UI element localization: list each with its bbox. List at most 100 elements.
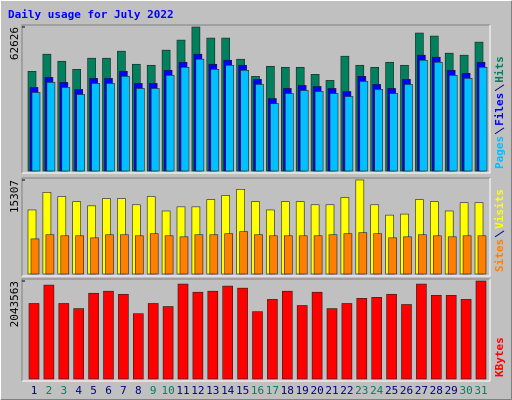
bar	[133, 313, 144, 380]
bar	[75, 235, 84, 275]
x-tick-label: 8	[135, 384, 142, 397]
bar	[344, 96, 354, 172]
bar	[164, 235, 174, 275]
bar	[121, 76, 130, 172]
legend-separator	[494, 127, 505, 135]
x-tick-label: 21	[325, 384, 338, 397]
x-tick-label: 15	[236, 384, 249, 397]
y-tick-label: 2043563	[8, 281, 21, 327]
bar	[298, 235, 308, 275]
bar	[311, 291, 323, 380]
x-tick-label: 22	[340, 384, 353, 397]
bar	[359, 81, 369, 172]
bar	[299, 90, 309, 172]
bar	[135, 235, 144, 275]
bar	[462, 235, 472, 275]
bar	[460, 299, 472, 380]
bar	[150, 88, 160, 172]
bar	[225, 64, 234, 172]
bar	[46, 82, 56, 172]
bar	[210, 69, 220, 172]
bar	[239, 231, 248, 275]
panel-bevel	[21, 177, 490, 276]
bar	[43, 284, 55, 380]
x-tick-label: 19	[296, 384, 309, 397]
x-tick-label: 4	[75, 384, 82, 397]
bar	[30, 238, 40, 275]
bar	[105, 234, 114, 275]
legend-entry: KBytes	[493, 337, 506, 377]
bar	[45, 234, 55, 275]
bar	[343, 233, 353, 275]
x-tick-label: 5	[90, 384, 97, 397]
bar	[356, 298, 368, 380]
bar	[90, 237, 99, 275]
x-tick-label: 1	[31, 384, 38, 397]
bar	[179, 236, 189, 275]
y-tick-label: 62626	[8, 27, 21, 60]
panel-bevel	[22, 279, 491, 382]
bar	[358, 232, 368, 275]
bar	[404, 84, 413, 172]
bar	[237, 287, 248, 380]
bar	[416, 283, 427, 380]
bar	[389, 93, 398, 172]
bar	[401, 304, 412, 380]
bar	[403, 236, 412, 275]
bar	[267, 299, 278, 380]
legend-entry: Visits	[493, 189, 506, 229]
x-tick-label: 2	[46, 384, 53, 397]
bar	[326, 308, 338, 380]
bar	[60, 235, 70, 275]
x-tick-label: 16	[251, 384, 264, 397]
chart-title: Daily usage for July 2022	[8, 8, 174, 21]
legend-entry: Files	[493, 93, 506, 126]
x-tick-label: 7	[120, 384, 127, 397]
bar	[254, 234, 263, 275]
x-tick-label: 20	[310, 384, 323, 397]
bar	[162, 306, 174, 380]
bar	[31, 92, 41, 172]
x-tick-label: 18	[281, 384, 294, 397]
bar	[477, 235, 487, 275]
bar	[430, 294, 442, 380]
bar	[371, 297, 383, 380]
bar	[386, 293, 397, 380]
bar	[207, 290, 219, 380]
bar	[192, 291, 204, 380]
panel-bevel	[22, 178, 491, 277]
x-tick-label: 23	[355, 384, 368, 397]
bar	[281, 290, 293, 380]
bar	[28, 303, 40, 380]
panel-bevel	[21, 24, 490, 173]
legend-entry: Pages	[493, 136, 506, 169]
bar	[88, 292, 99, 380]
bar	[388, 237, 397, 275]
legend-separator	[494, 230, 505, 238]
bar	[147, 303, 159, 380]
bar	[270, 103, 279, 172]
x-tick-label: 25	[385, 384, 398, 397]
x-tick-label: 11	[176, 384, 189, 397]
legend-separator	[494, 84, 505, 92]
bar	[328, 234, 338, 275]
y-tick-label: 15307	[8, 180, 21, 213]
bar	[195, 58, 205, 172]
bar	[341, 303, 353, 380]
bar	[418, 234, 427, 275]
bar	[136, 88, 145, 172]
bar	[255, 84, 264, 172]
bar	[314, 91, 324, 172]
bar	[118, 293, 129, 380]
bar	[463, 78, 473, 172]
x-tick-label: 26	[400, 384, 413, 397]
x-tick-label: 29	[445, 384, 458, 397]
bar	[120, 234, 129, 275]
bar	[106, 83, 115, 172]
x-tick-label: 14	[221, 384, 235, 397]
x-tick-label: 3	[60, 384, 67, 397]
bar	[149, 233, 159, 275]
bar	[432, 235, 442, 275]
bar	[284, 93, 294, 172]
